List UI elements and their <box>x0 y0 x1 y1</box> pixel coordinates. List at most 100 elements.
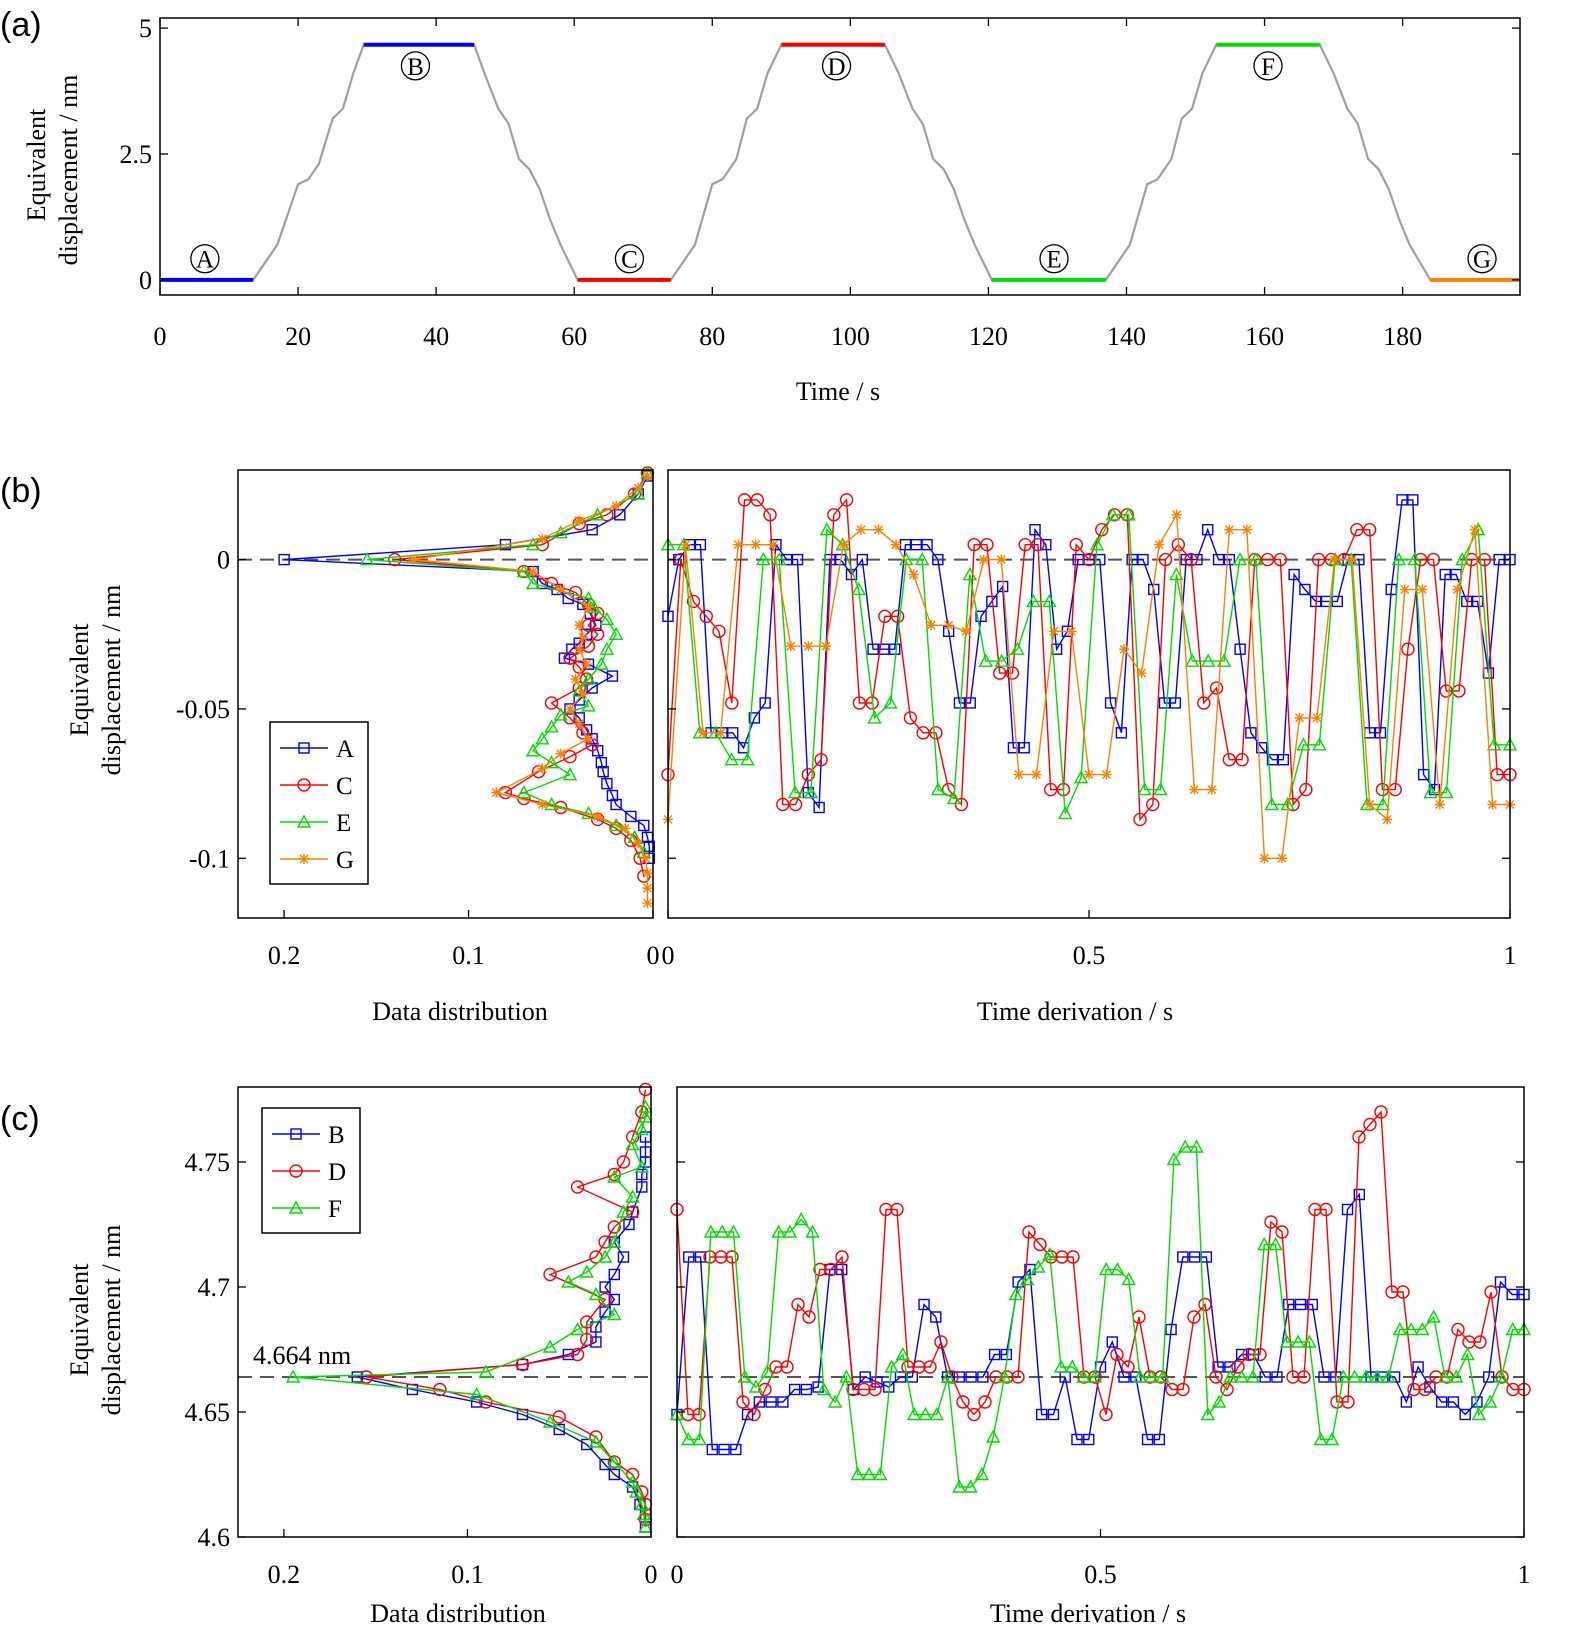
time-series-point-d <box>758 1382 772 1397</box>
time-series-point-d <box>736 1395 750 1409</box>
time-series-point-a <box>953 697 966 709</box>
time-series-point-d <box>1462 1335 1476 1349</box>
left-x-tick-label: 0.2 <box>268 1560 301 1589</box>
panel-a-plot-layer: A B C D E F G <box>160 42 1520 282</box>
time-series-point-c <box>1005 666 1020 680</box>
distribution-point-e <box>535 731 550 745</box>
time-series-point-f <box>1426 1309 1441 1323</box>
time-series-point-f <box>714 1224 730 1238</box>
right-x-tick-label: 1 <box>1504 941 1517 970</box>
distribution-point-b <box>351 1371 364 1383</box>
time-series-point-b <box>800 1383 813 1396</box>
right-x-tick-label: 0.5 <box>1073 941 1106 970</box>
distribution-point-g <box>565 703 575 714</box>
time-series-point-a <box>1471 595 1484 608</box>
distribution-point-g <box>642 883 653 894</box>
time-series-point-c <box>1235 753 1249 767</box>
time-series-point-g <box>1276 853 1287 864</box>
distribution-point-f <box>625 1137 640 1151</box>
time-series-point-e <box>1089 537 1105 551</box>
y-tick-label: 5 <box>139 14 152 43</box>
time-series-point-c <box>763 508 777 522</box>
time-series-point-d <box>1176 1382 1190 1397</box>
distribution-point-f <box>636 1507 651 1521</box>
time-series-point-b <box>1412 1361 1424 1373</box>
panel-b-tag: (b) <box>0 472 42 510</box>
time-series-point-b <box>1341 1203 1354 1216</box>
distribution-point-e <box>608 626 624 640</box>
time-series-point-c <box>827 508 841 522</box>
distribution-point-f <box>597 1249 613 1263</box>
time-series-point-f <box>1121 1272 1136 1286</box>
distribution-point-d <box>580 1315 594 1329</box>
distribution-point-b <box>470 1396 483 1408</box>
distribution-point-g <box>555 748 566 759</box>
distribution-point-d <box>359 1370 374 1384</box>
plateau-marker-label-e: E <box>1046 247 1061 274</box>
time-series-point-a <box>1417 768 1430 781</box>
time-series-point-c <box>737 493 752 507</box>
time-series-point-e <box>1232 552 1248 566</box>
time-series-point-c <box>788 797 803 812</box>
legend-marker-f <box>288 1200 304 1214</box>
distribution-point-e <box>581 671 596 685</box>
time-series-point-e <box>1248 552 1263 566</box>
distribution-point-g <box>620 823 631 834</box>
time-series-point-d <box>1396 1285 1410 1299</box>
distribution-point-e <box>544 797 559 811</box>
time-series-point-f <box>1042 1247 1057 1261</box>
distribution-point-f <box>634 1122 650 1136</box>
time-series-point-e <box>1026 593 1041 608</box>
plateau-marker-label-a: A <box>196 247 214 274</box>
time-series-point-a <box>888 643 901 655</box>
distribution-point-d <box>625 1130 640 1144</box>
distribution-point-e <box>544 755 559 769</box>
time-series-point-f <box>952 1479 967 1493</box>
time-series-point-f <box>1245 1369 1261 1383</box>
time-series-point-f <box>794 1212 809 1226</box>
time-series-point-g <box>1154 539 1165 550</box>
distribution-point-a <box>597 765 609 778</box>
time-series-point-g <box>996 554 1007 565</box>
time-series-point-b <box>1435 1396 1448 1408</box>
time-series-point-b <box>1035 1408 1048 1421</box>
time-series-point-e <box>883 695 898 709</box>
time-series-point-g <box>908 569 919 580</box>
time-series-point-c <box>1082 552 1096 567</box>
distribution-point-b <box>636 1168 648 1181</box>
time-series-point-f <box>884 1359 899 1373</box>
time-series-line-d <box>676 1110 1524 1416</box>
time-series-point-e <box>1264 797 1279 811</box>
time-series-point-a <box>1007 742 1020 754</box>
time-series-point-g <box>1329 554 1340 565</box>
time-series-point-b <box>1165 1323 1177 1336</box>
time-series-point-d <box>1407 1382 1421 1397</box>
time-series-point-d <box>1066 1250 1080 1264</box>
time-series-point-e <box>803 785 819 799</box>
time-series-point-b <box>1447 1396 1460 1408</box>
time-series-point-c <box>1197 696 1211 710</box>
time-series-line-c <box>667 498 1510 822</box>
distribution-point-e <box>525 537 541 551</box>
time-series-point-g <box>838 539 849 550</box>
distribution-point-a <box>586 682 598 694</box>
time-series-point-a <box>813 801 825 814</box>
distribution-point-a <box>601 777 613 790</box>
time-series-point-f <box>805 1224 820 1238</box>
distribution-point-g <box>633 482 644 493</box>
distribution-point-c <box>590 627 605 641</box>
time-series-point-d <box>1209 1370 1223 1384</box>
time-series-point-e <box>1185 653 1200 667</box>
panel-b-ylabel-line2: displacement / nm <box>97 585 126 776</box>
time-series-point-f <box>1223 1369 1238 1383</box>
time-series-point-c <box>1069 537 1083 552</box>
distribution-point-e <box>544 719 559 733</box>
time-series-point-e <box>740 752 755 766</box>
distribution-point-g <box>633 838 644 849</box>
time-series-point-f <box>1471 1407 1487 1421</box>
time-series-point-d <box>868 1382 882 1397</box>
distribution-point-f <box>629 1484 644 1498</box>
time-series-point-d <box>802 1310 816 1324</box>
